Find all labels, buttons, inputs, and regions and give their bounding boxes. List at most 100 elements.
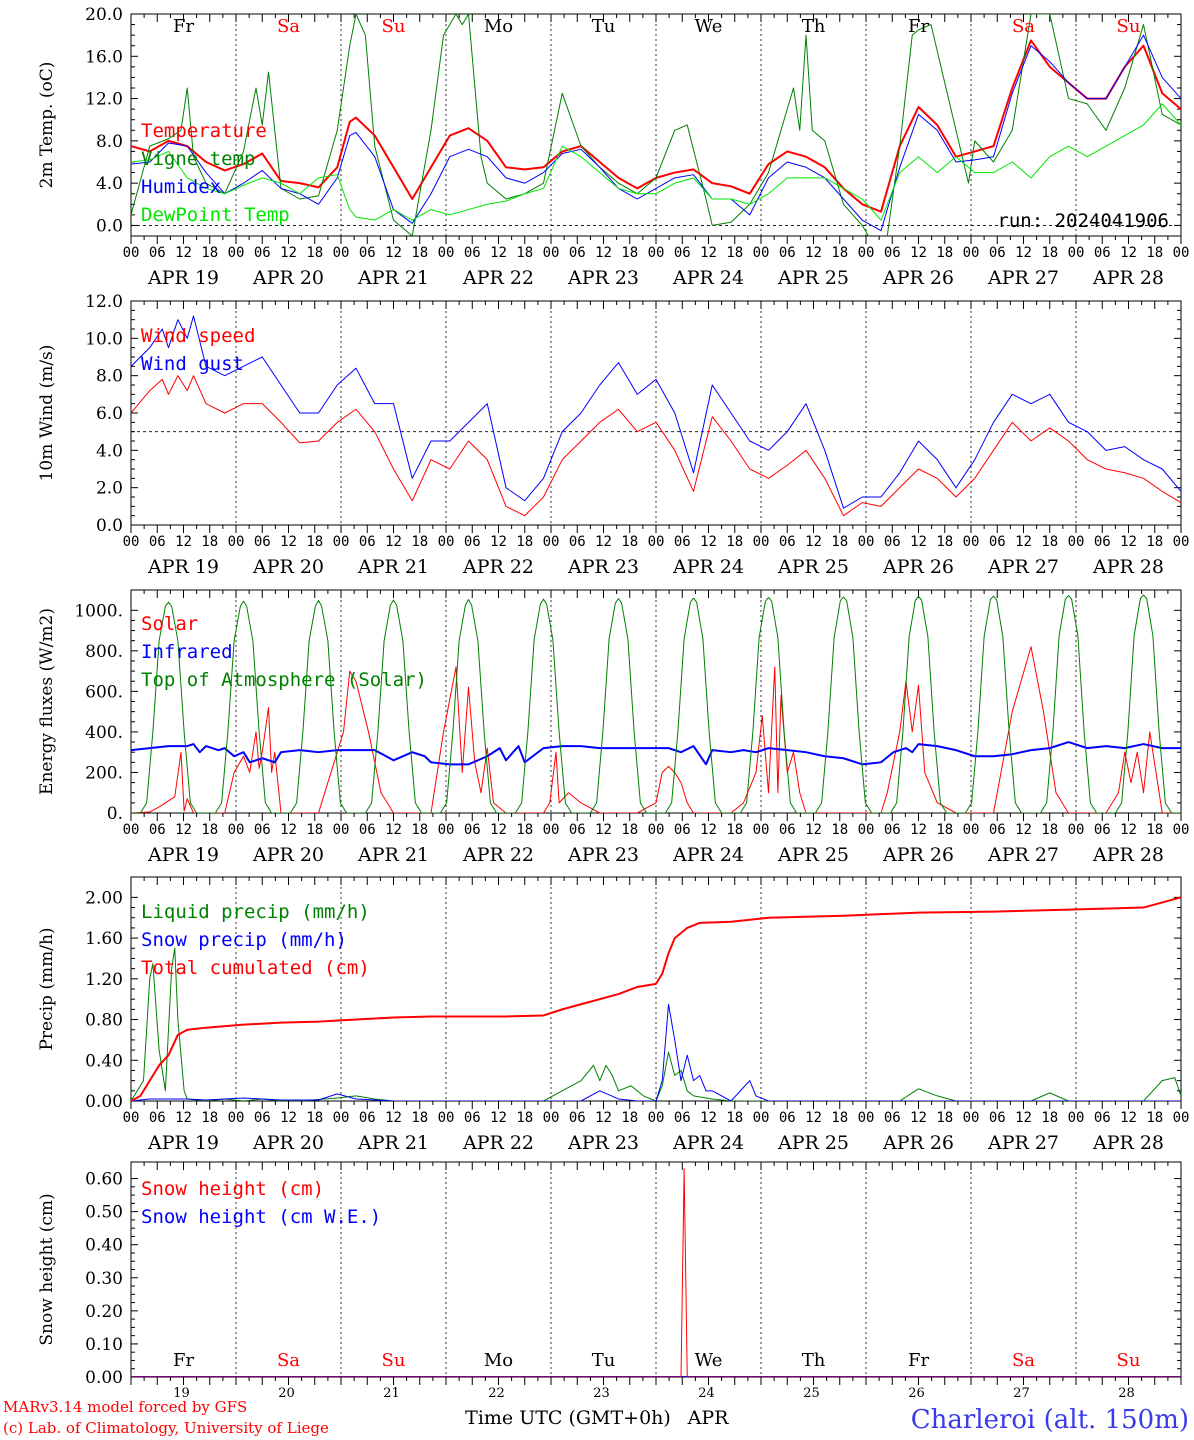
panel-2: 0.0 2.0 4.0 6.0 8.0 10.0 12.0 10m Wind (m/s) Win…: [37, 292, 1189, 578]
legend-entry: Wind speed: [141, 325, 255, 347]
hour-label: 18: [306, 1110, 323, 1126]
hour-label: 18: [1146, 822, 1163, 838]
hour-label: 00: [123, 1110, 140, 1126]
hour-label: 18: [1041, 534, 1058, 550]
hour-label: 00: [333, 534, 350, 550]
hour-label: 18: [831, 822, 848, 838]
weekday-label: Sa: [277, 1350, 300, 1371]
hour-label: 00: [648, 1110, 665, 1126]
y-tick-label: 0.50: [85, 1203, 123, 1223]
weekday-label: Fr: [173, 16, 194, 37]
hour-label: 06: [464, 1110, 481, 1126]
hour-label: 06: [674, 245, 691, 261]
hour-label: 06: [464, 245, 481, 261]
hour-label: 00: [648, 534, 665, 550]
legend-entry: Temperature: [141, 120, 267, 142]
hour-label: 00: [1173, 1110, 1190, 1126]
day-number-label: 20: [278, 1386, 295, 1401]
hour-label: 06: [464, 534, 481, 550]
y-tick-label: 6.0: [96, 404, 123, 424]
date-label: APR 24: [672, 1132, 744, 1154]
hour-label: 12: [1120, 534, 1137, 550]
y-tick-label: 600.: [85, 682, 123, 702]
hour-label: 00: [1068, 245, 1085, 261]
hour-label: 12: [490, 1110, 507, 1126]
hour-label: 06: [989, 245, 1006, 261]
legend-entry: Top of Atmosphere (Solar): [141, 669, 427, 691]
hour-label: 18: [201, 534, 218, 550]
date-label: APR 26: [882, 556, 954, 578]
hour-label: 12: [910, 822, 927, 838]
hour-label: 18: [201, 1110, 218, 1126]
y-tick-label: 0.0: [96, 516, 123, 536]
legend-entry: Infrared: [141, 641, 233, 663]
date-label: APR 26: [882, 1132, 954, 1154]
series-line-liquid-precip-mm-h-: [131, 947, 1181, 1101]
hour-label: 06: [149, 245, 166, 261]
date-label: APR 19: [147, 267, 219, 289]
series-line-wind-gust: [131, 315, 1181, 509]
date-label: APR 28: [1092, 267, 1164, 289]
series-line-solar: [131, 646, 1181, 813]
y-tick-label: 1.60: [85, 929, 123, 949]
date-label: APR 27: [987, 556, 1059, 578]
y-tick-label: 4.0: [96, 441, 123, 461]
hour-label: 00: [1068, 1110, 1085, 1126]
series-line-top-of-atmosphere-solar-: [131, 594, 1181, 813]
series-line-dewpoint-temp: [131, 103, 1181, 221]
hour-label: 18: [516, 534, 533, 550]
date-label: APR 25: [777, 556, 849, 578]
hour-label: 00: [438, 822, 455, 838]
hour-label: 06: [884, 1110, 901, 1126]
hour-label: 12: [1015, 822, 1032, 838]
hour-label: 12: [175, 245, 192, 261]
hour-label: 06: [149, 534, 166, 550]
hour-label: 12: [280, 822, 297, 838]
legend-entry: Solar: [141, 613, 198, 635]
hour-label: 12: [490, 534, 507, 550]
day-number-label: 28: [1118, 1386, 1135, 1401]
date-label: APR 25: [777, 1132, 849, 1154]
y-tick-label: 200.: [85, 763, 123, 783]
legend-entry: Snow height (cm): [141, 1178, 324, 1200]
hour-label: 12: [490, 245, 507, 261]
hour-label: 06: [569, 245, 586, 261]
y-tick-label: 0.30: [85, 1269, 123, 1289]
hour-label: 00: [228, 534, 245, 550]
weekday-label: Sa: [1012, 16, 1035, 37]
series-line-vigne-temp: [131, 14, 1181, 236]
hour-label: 00: [543, 245, 560, 261]
hour-label: 12: [1120, 245, 1137, 261]
weekday-label: We: [695, 16, 723, 37]
hour-label: 00: [753, 822, 770, 838]
hour-label: 12: [385, 1110, 402, 1126]
weekday-label: Th: [802, 16, 826, 37]
y-tick-label: 0.80: [85, 1011, 123, 1031]
hour-label: 12: [805, 1110, 822, 1126]
y-tick-label: 0.10: [85, 1335, 123, 1355]
panel-4: 0.00 0.40 0.80 1.20 1.60 2.00 Precip (mm/h) Liq…: [37, 876, 1190, 1154]
weekday-label: Th: [802, 1350, 826, 1371]
hour-label: 18: [831, 1110, 848, 1126]
hour-label: 18: [201, 822, 218, 838]
hour-label: 06: [149, 1110, 166, 1126]
hour-label: 12: [595, 245, 612, 261]
day-number-label: 27: [1013, 1386, 1030, 1401]
date-label: APR 27: [987, 1132, 1059, 1154]
hour-label: 18: [936, 534, 953, 550]
date-label: APR 23: [567, 267, 639, 289]
y-tick-label: 20.0: [85, 5, 123, 25]
hour-label: 18: [516, 822, 533, 838]
hour-label: 18: [1146, 245, 1163, 261]
hour-label: 00: [1173, 245, 1190, 261]
hour-label: 18: [306, 534, 323, 550]
date-label: APR 24: [672, 556, 744, 578]
series-line-infrared: [131, 741, 1181, 766]
hour-label: 06: [1094, 822, 1111, 838]
hour-label: 12: [910, 245, 927, 261]
date-label: APR 23: [567, 844, 639, 866]
hour-label: 06: [884, 822, 901, 838]
y-tick-label: 2.00: [85, 888, 123, 908]
hour-label: 18: [1041, 245, 1058, 261]
